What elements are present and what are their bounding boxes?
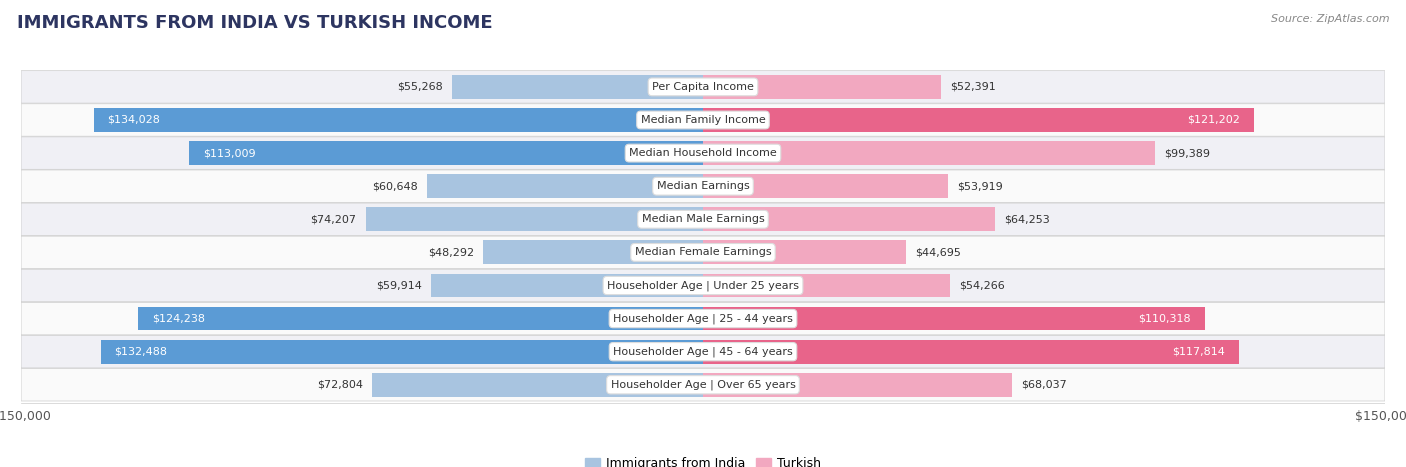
Bar (366, 207, 703, 231)
Bar (101, 340, 703, 364)
Text: $53,919: $53,919 (957, 181, 1002, 191)
Bar (373, 373, 703, 396)
Legend: Immigrants from India, Turkish: Immigrants from India, Turkish (581, 452, 825, 467)
Text: $74,207: $74,207 (311, 214, 357, 224)
FancyBboxPatch shape (21, 137, 1385, 170)
Bar (703, 307, 1205, 331)
Text: Median Male Earnings: Median Male Earnings (641, 214, 765, 224)
Text: $121,202: $121,202 (1188, 115, 1240, 125)
FancyBboxPatch shape (21, 104, 1385, 136)
Bar (703, 141, 1154, 165)
Text: $72,804: $72,804 (316, 380, 363, 390)
Text: Median Family Income: Median Family Income (641, 115, 765, 125)
Text: $55,268: $55,268 (396, 82, 443, 92)
Bar (427, 174, 703, 198)
Text: $99,389: $99,389 (1164, 148, 1211, 158)
Bar (703, 241, 907, 264)
FancyBboxPatch shape (21, 335, 1385, 368)
Bar (703, 274, 949, 297)
Text: Per Capita Income: Per Capita Income (652, 82, 754, 92)
Bar (190, 141, 703, 165)
FancyBboxPatch shape (21, 236, 1385, 269)
Text: $132,488: $132,488 (114, 347, 167, 357)
FancyBboxPatch shape (21, 170, 1385, 202)
Text: Median Household Income: Median Household Income (628, 148, 778, 158)
Text: $54,266: $54,266 (959, 281, 1004, 290)
Text: Householder Age | 45 - 64 years: Householder Age | 45 - 64 years (613, 347, 793, 357)
Bar (451, 75, 703, 99)
Bar (484, 241, 703, 264)
Text: $60,648: $60,648 (373, 181, 418, 191)
FancyBboxPatch shape (21, 203, 1385, 235)
Text: $52,391: $52,391 (950, 82, 995, 92)
Text: $134,028: $134,028 (107, 115, 160, 125)
Text: $113,009: $113,009 (202, 148, 256, 158)
Bar (703, 174, 948, 198)
FancyBboxPatch shape (21, 368, 1385, 401)
Text: $117,814: $117,814 (1173, 347, 1225, 357)
Text: $59,914: $59,914 (375, 281, 422, 290)
Bar (430, 274, 703, 297)
Bar (138, 307, 703, 331)
FancyBboxPatch shape (21, 71, 1385, 103)
Text: Source: ZipAtlas.com: Source: ZipAtlas.com (1271, 14, 1389, 24)
Bar (703, 207, 995, 231)
Bar (703, 108, 1254, 132)
Text: $44,695: $44,695 (915, 248, 962, 257)
Bar (94, 108, 703, 132)
Text: Median Earnings: Median Earnings (657, 181, 749, 191)
Text: $68,037: $68,037 (1021, 380, 1067, 390)
Bar (703, 373, 1012, 396)
Text: $48,292: $48,292 (429, 248, 474, 257)
Text: IMMIGRANTS FROM INDIA VS TURKISH INCOME: IMMIGRANTS FROM INDIA VS TURKISH INCOME (17, 14, 492, 32)
FancyBboxPatch shape (21, 269, 1385, 302)
FancyBboxPatch shape (21, 302, 1385, 335)
Text: $124,238: $124,238 (152, 313, 205, 324)
Bar (703, 75, 941, 99)
Text: Median Female Earnings: Median Female Earnings (634, 248, 772, 257)
Text: Householder Age | Under 25 years: Householder Age | Under 25 years (607, 280, 799, 291)
Bar (703, 340, 1239, 364)
Text: $64,253: $64,253 (1004, 214, 1050, 224)
Text: Householder Age | 25 - 44 years: Householder Age | 25 - 44 years (613, 313, 793, 324)
Text: Householder Age | Over 65 years: Householder Age | Over 65 years (610, 380, 796, 390)
Text: $110,318: $110,318 (1139, 313, 1191, 324)
